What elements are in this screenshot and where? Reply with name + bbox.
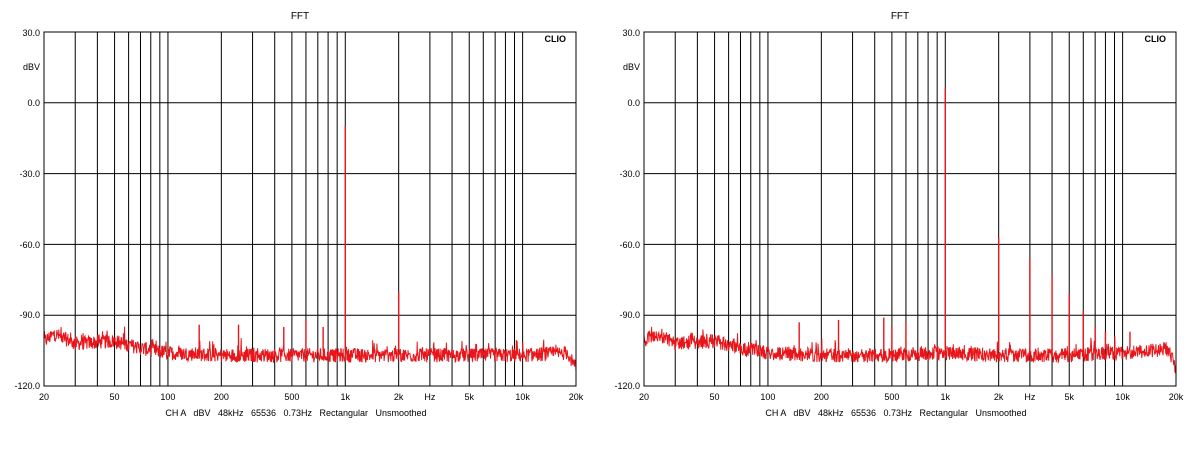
- clio-brand-label: CLIO: [545, 34, 567, 44]
- x-tick-label: 1k: [941, 392, 951, 402]
- x-tick-label: 200: [814, 392, 829, 402]
- x-tick-label: 2k: [394, 392, 404, 402]
- y-tick-label: -120.0: [614, 381, 640, 391]
- x-tick-label: 50: [110, 392, 120, 402]
- x-unit-label: Hz: [1024, 392, 1035, 402]
- y-tick-label: 0.0: [27, 98, 40, 108]
- y-tick-label: -60.0: [619, 240, 640, 250]
- chart-title: FFT: [291, 11, 309, 22]
- x-tick-label: 500: [884, 392, 899, 402]
- chart-grid: [644, 32, 1176, 386]
- y-tick-label: -30.0: [19, 169, 40, 179]
- measurement-settings-footer: CH A dBV 48kHz 65536 0.73Hz Rectangular …: [165, 408, 426, 418]
- x-tick-label: 200: [214, 392, 229, 402]
- y-tick-label: -120.0: [14, 381, 40, 391]
- noise-floor-line: [643, 326, 1177, 374]
- plot-frame: [43, 31, 577, 387]
- fft-chart-right: FFT CLIO dBV 30.0 0.0 -30.0 -60.0 -90.0 …: [614, 11, 1183, 418]
- spectrum-trace: [43, 126, 577, 372]
- chart-grid: [44, 32, 576, 386]
- y-tick-label: -90.0: [19, 310, 40, 320]
- x-tick-label: 20: [39, 392, 49, 402]
- measurement-settings-footer: CH A dBV 48kHz 65536 0.73Hz Rectangular …: [765, 408, 1026, 418]
- x-tick-label: 100: [160, 392, 175, 402]
- x-tick-label: 10k: [1115, 392, 1130, 402]
- y-tick-label: -60.0: [19, 240, 40, 250]
- y-tick-label: 30.0: [622, 28, 640, 38]
- x-tick-label: 50: [710, 392, 720, 402]
- y-unit-label: dBV: [623, 62, 640, 72]
- chart-title: FFT: [891, 11, 909, 22]
- fft-chart-left: FFT CLIO dBV 30.0 0.0 -30.0 -60.0 -90.0 …: [14, 11, 583, 418]
- spectrum-trace: [643, 88, 1177, 374]
- x-tick-label: 5k: [464, 392, 474, 402]
- x-unit-label: Hz: [424, 392, 435, 402]
- x-tick-label: 100: [760, 392, 775, 402]
- clio-brand-label: CLIO: [1145, 34, 1167, 44]
- y-tick-label: 30.0: [22, 28, 40, 38]
- x-tick-label: 10k: [515, 392, 530, 402]
- y-tick-label: -90.0: [619, 310, 640, 320]
- x-tick-label: 1k: [341, 392, 351, 402]
- x-tick-label: 20: [639, 392, 649, 402]
- x-tick-label: 2k: [994, 392, 1004, 402]
- y-tick-label: 0.0: [627, 98, 640, 108]
- y-tick-label: -30.0: [619, 169, 640, 179]
- noise-floor-line: [43, 326, 577, 372]
- x-tick-label: 5k: [1064, 392, 1074, 402]
- y-unit-label: dBV: [23, 62, 40, 72]
- plot-frame: [643, 31, 1177, 387]
- x-tick-label: 20k: [569, 392, 584, 402]
- x-tick-label: 500: [284, 392, 299, 402]
- x-tick-label: 20k: [1169, 392, 1184, 402]
